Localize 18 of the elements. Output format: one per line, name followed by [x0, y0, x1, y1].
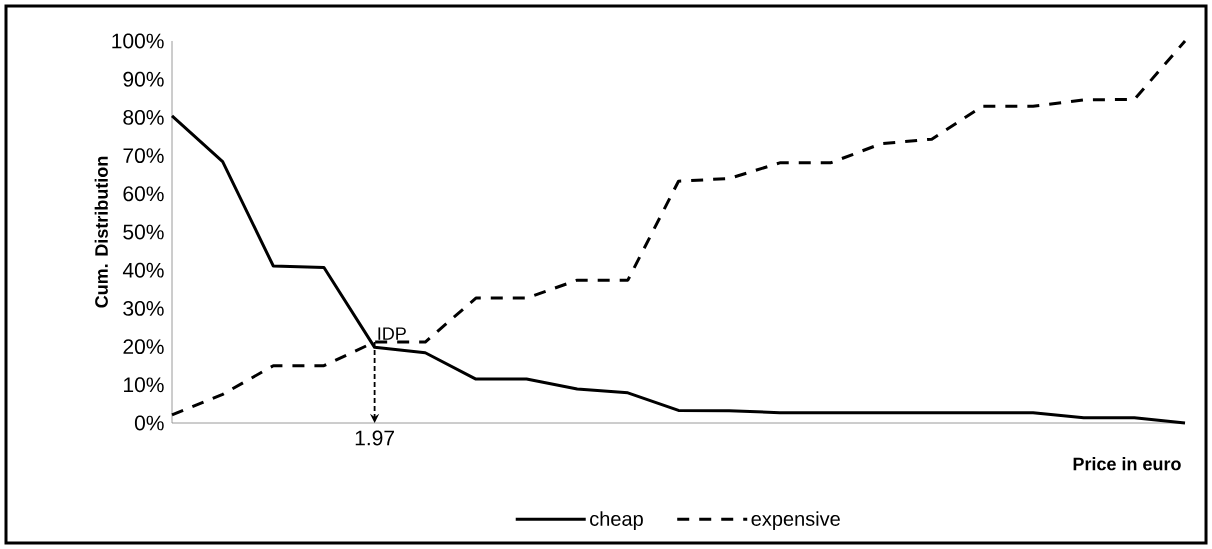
y-tick-label: 90%	[123, 71, 164, 87]
y-tick-label: 60%	[123, 186, 164, 202]
legend-label: expensive	[751, 511, 840, 530]
y-tick-label: 20%	[123, 339, 164, 355]
y-axis-title: Cum. Distribution	[94, 156, 108, 308]
x-tick-label: 1.97	[355, 430, 394, 446]
y-tick-label: 70%	[123, 148, 164, 164]
y-tick-label: 40%	[122, 262, 164, 278]
y-tick-label: 0%	[134, 415, 164, 431]
annotation: IDP	[378, 327, 406, 340]
legend-label: cheap	[590, 511, 643, 530]
y-tick-label: 30%	[123, 300, 164, 316]
y-tick-label: 80%	[123, 109, 164, 125]
y-tick-label: 50%	[123, 224, 164, 240]
y-tick-label: 10%	[124, 377, 164, 393]
line-series	[170, 39, 1187, 417]
y-tick-label: 100%	[112, 33, 164, 49]
x-axis-title: Price in euro	[1073, 457, 1181, 471]
